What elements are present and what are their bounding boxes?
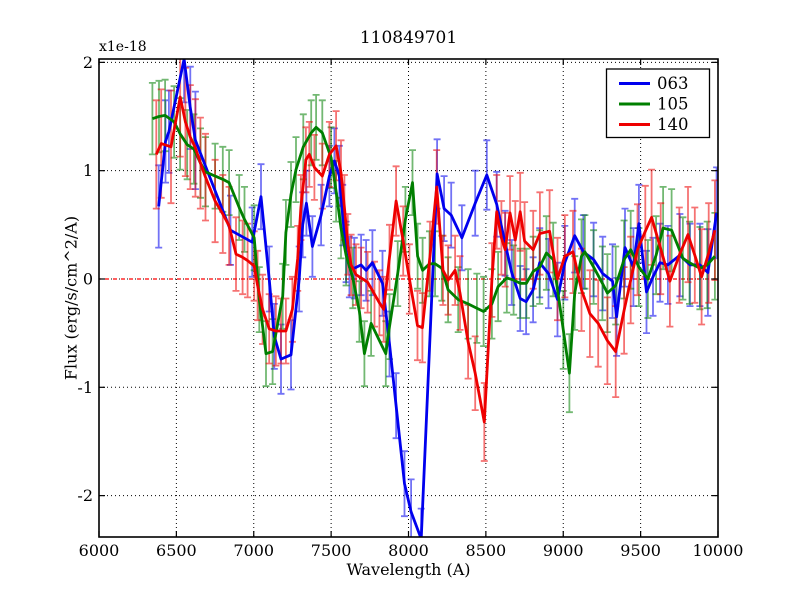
axis-ticks bbox=[98, 59, 719, 537]
legend-label: 140 bbox=[657, 115, 689, 134]
y-tick-labels: -2 -1 0 1 2 bbox=[77, 53, 93, 505]
x-tick-label: 10000 bbox=[693, 541, 744, 560]
x-tick-label: 9000 bbox=[543, 541, 584, 560]
x-tick-labels: 6000 6500 7000 7500 8000 8500 9000 9500 10000 bbox=[79, 541, 744, 560]
x-axis-label: Wavelength (A) bbox=[346, 560, 471, 579]
legend-label: 063 bbox=[657, 74, 689, 93]
x-tick-label: 6500 bbox=[156, 541, 197, 560]
x-tick-label: 7000 bbox=[233, 541, 274, 560]
x-tick-label: 8500 bbox=[466, 541, 507, 560]
y-tick-label: 2 bbox=[83, 53, 93, 72]
x-tick-label: 6000 bbox=[79, 541, 120, 560]
y-axis-offset-factor: x1e-18 bbox=[99, 39, 147, 55]
series-line-140 bbox=[155, 95, 717, 424]
series-line-105 bbox=[151, 114, 716, 375]
y-tick-label: 0 bbox=[83, 269, 93, 288]
x-tick-label: 7500 bbox=[311, 541, 352, 560]
y-tick-label: 1 bbox=[83, 161, 93, 180]
x-tick-label: 9500 bbox=[620, 541, 661, 560]
y-tick-label: -2 bbox=[77, 486, 93, 505]
legend-label: 105 bbox=[657, 95, 689, 114]
x-tick-label: 8000 bbox=[388, 541, 429, 560]
plot-title: 110849701 bbox=[359, 28, 458, 48]
y-axis-label: Flux (erg/s/cm^2/A) bbox=[61, 215, 81, 381]
y-tick-label: -1 bbox=[77, 378, 93, 397]
